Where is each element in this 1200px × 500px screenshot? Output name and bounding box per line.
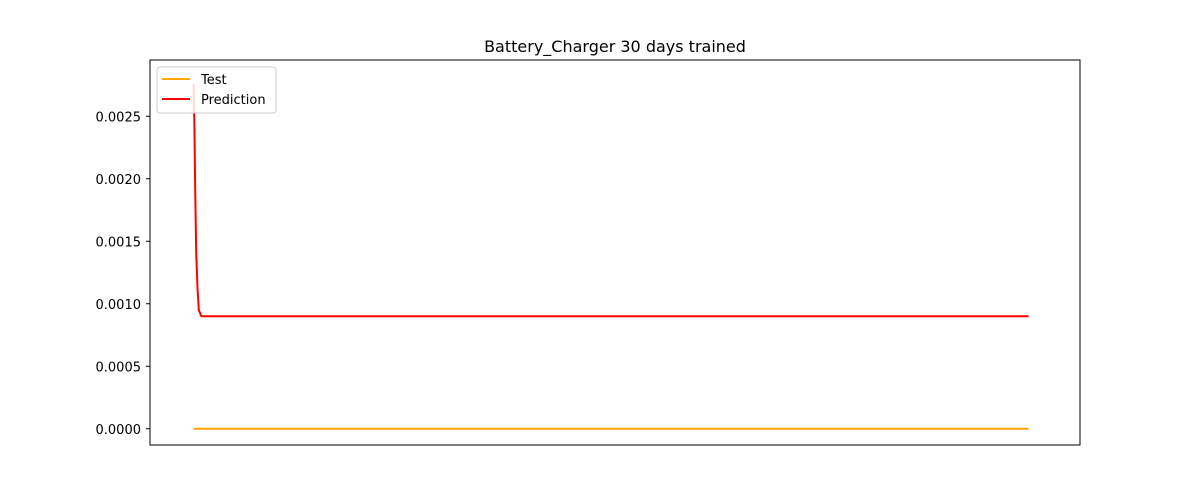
series-line-prediction <box>192 83 1029 318</box>
y-tick-label: 0.0000 <box>96 423 142 438</box>
axes-layer: 0.0000 0.0005 0.0010 0.0015 0.0020 0.0025 <box>96 59 1081 446</box>
plot-frame <box>149 59 1081 446</box>
legend-label-prediction: Prediction <box>201 93 266 108</box>
legend: Test Prediction <box>156 66 277 114</box>
y-tick-label: 0.0020 <box>96 173 142 188</box>
chart-title: Battery_Charger 30 days trained <box>484 37 746 57</box>
y-tick-label: 0.0025 <box>96 110 142 125</box>
y-tick-label: 0.0005 <box>96 360 142 375</box>
y-tick-label: 0.0015 <box>96 235 142 250</box>
legend-label-test: Test <box>200 73 227 88</box>
series-layer <box>192 83 1029 430</box>
y-tick-label: 0.0010 <box>96 298 142 313</box>
